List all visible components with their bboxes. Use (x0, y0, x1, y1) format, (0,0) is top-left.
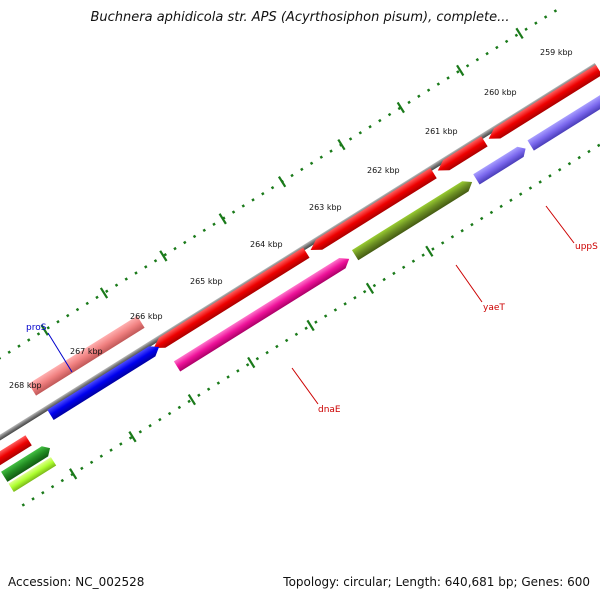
gene-proS[interactable] (28, 315, 145, 396)
lower-ruler-dots (21, 123, 600, 507)
tick-label-268: 268 kbp (9, 381, 42, 390)
ruler-dots (0, 6, 561, 391)
gene-forward-4[interactable] (435, 136, 488, 175)
ruler-major-ticks (40, 27, 524, 336)
uppS-callout-line (545, 205, 575, 244)
accession-text: Accession: NC_002528 (8, 575, 145, 589)
gene-green-left[interactable] (1, 443, 53, 482)
tick-label-267: 267 kbp (70, 347, 103, 356)
gene-yaeT[interactable] (351, 177, 475, 261)
label-uppS[interactable]: uppS (575, 242, 598, 252)
proS-callout-line (47, 332, 73, 373)
tick-label-265: 265 kbp (190, 277, 223, 286)
gene-dnaE-upstream[interactable] (151, 247, 310, 354)
tick-label-264: 264 kbp (250, 240, 283, 249)
gene-forward-5[interactable] (486, 64, 600, 144)
dnaE-callout-line (291, 367, 319, 405)
gene-proS-partner[interactable] (47, 342, 162, 420)
gene-forward-left[interactable] (0, 435, 32, 467)
tick-label-262: 262 kbp (367, 166, 400, 175)
label-proS[interactable]: proS (26, 323, 47, 333)
gene-forward-3[interactable] (307, 168, 437, 255)
lower-ruler-ticks (69, 245, 434, 480)
tick-label-259: 259 kbp (540, 48, 573, 57)
tick-label-263: 263 kbp (309, 203, 342, 212)
map-title: Buchnera aphidicola str. APS (Acyrthosip… (90, 10, 510, 25)
yaeT-callout-line (455, 264, 483, 303)
label-dnaE[interactable]: dnaE (318, 405, 341, 415)
genome-summary: Topology: circular; Length: 640,681 bp; … (283, 575, 590, 589)
tick-label-261: 261 kbp (425, 127, 458, 136)
gene-reverse-5[interactable] (527, 88, 600, 151)
tick-label-260: 260 kbp (484, 88, 517, 97)
label-yaeT[interactable]: yaeT (483, 303, 505, 313)
tick-label-266: 266 kbp (130, 312, 163, 321)
gene-uppS[interactable] (473, 144, 529, 185)
gene-dnaE[interactable] (173, 254, 353, 372)
gene-lime-left[interactable] (8, 457, 57, 493)
